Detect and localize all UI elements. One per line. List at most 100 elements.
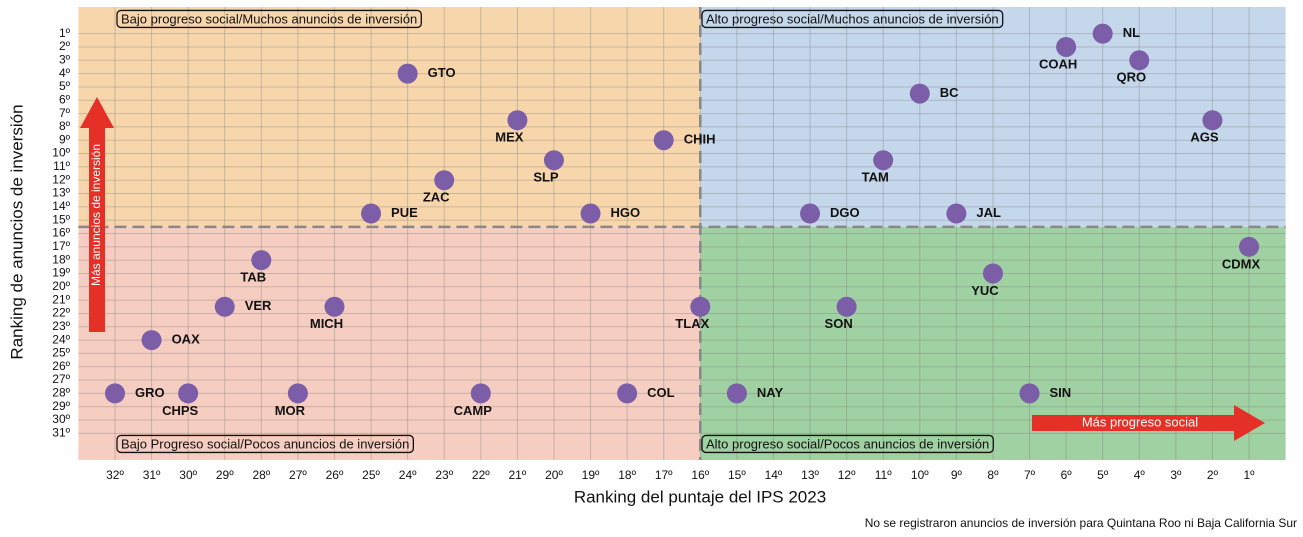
quadrant-label-box [116,434,414,454]
point [1239,236,1260,257]
footnote: No se registraron anuncios de inversión … [865,516,1297,530]
y-tick-label: 13º [52,186,70,200]
x-tick-label: 11º [875,468,892,482]
point-label: TLAX [675,316,709,331]
quadrant-label-box [701,9,1004,29]
y-tick-label: 9º [59,132,71,146]
x-tick-label: 28º [252,468,270,482]
y-tick-label: 11º [53,159,70,173]
point-label: CHPS [162,403,198,418]
y-tick-label: 24º [52,332,70,346]
y-tick-label: 8º [59,119,71,133]
quadrant [78,226,701,460]
x-tick-label: 14º [765,468,783,482]
arrow-label: Más anuncios de inversión [89,144,103,286]
x-tick-label: 5º [1097,468,1109,482]
arrow [1032,405,1265,441]
y-tick-label: 16º [52,226,70,240]
x-tick-label: 15º [728,468,746,482]
point-label: VER [245,298,272,313]
point [1092,23,1113,44]
point-label: MOR [275,403,306,418]
quadrant-label-box [701,434,994,454]
y-tick-label: 30º [52,412,70,426]
y-tick-label: 10º [52,146,70,160]
grid [78,7,1286,460]
point [690,296,711,317]
point-label: GRO [135,385,165,400]
x-tick-label: 21º [509,468,527,482]
point [287,383,308,404]
x-tick-label: 3º [1170,468,1182,482]
point [434,170,455,191]
x-tick-label: 10º [911,468,929,482]
y-tick-label: 31º [52,426,70,440]
point-label: GTO [428,65,456,80]
point-label: COAH [1039,56,1077,71]
point [214,296,235,317]
x-tick-label: 8º [987,468,999,482]
x-tick-label: 1º [1243,468,1255,482]
point-label: TAB [240,270,266,285]
quadrant [700,7,1286,227]
x-tick-label: 4º [1134,468,1146,482]
point-label: SIN [1050,385,1072,400]
point-label: AGS [1190,130,1219,145]
x-tick-label: 6º [1061,468,1073,482]
point-label: CAMP [454,403,493,418]
quadrant-label: Alto progreso social/Muchos anuncios de … [706,11,999,26]
point [580,203,601,224]
plot-foreground: Bajo progreso social/Muchos anuncios de … [78,7,1286,460]
x-tick-label: 17º [655,468,673,482]
point [543,150,564,171]
x-tick-label: 13º [801,468,819,482]
point-label: CHIH [684,132,716,147]
y-tick-label: 1º [59,26,71,40]
x-tick-label: 9º [951,468,963,482]
y-tick-label: 12º [52,172,70,186]
quadrant-label: Bajo progreso social/Muchos anuncios de … [121,11,417,26]
x-tick-label: 22º [472,468,490,482]
x-tick-label: 20º [545,468,563,482]
y-tick-label: 28º [52,386,70,400]
point [726,383,747,404]
point-label: QRO [1116,70,1146,85]
point-label: SON [825,316,853,331]
y-tick-label: 14º [52,199,70,213]
point [800,203,821,224]
point [873,150,894,171]
x-tick-label: 32º [106,468,124,482]
point [909,83,930,104]
x-tick-label: 30º [179,468,197,482]
x-tick-label: 2º [1207,468,1219,482]
point-label: OAX [172,332,201,347]
point [1129,50,1150,71]
y-tick-label: 2º [59,39,71,53]
point-label: NAY [757,385,784,400]
arrow [80,97,114,332]
point-label: ZAC [423,190,450,205]
y-tick-label: 5º [59,79,71,93]
y-tick-label: 23º [52,319,70,333]
y-axis-title: Ranking de anuncios de inversión [7,104,26,359]
point [324,296,345,317]
y-tick-label: 25º [52,346,70,360]
point-label: DGO [830,205,860,220]
point-label: NL [1123,25,1140,40]
point [507,110,528,131]
arrow-label: Más progreso social [1082,414,1198,429]
point [178,383,199,404]
x-tick-label: 7º [1024,468,1036,482]
quadrant [78,7,701,227]
point [104,383,125,404]
quadrant-label: Alto progreso social/Pocos anuncios de i… [706,436,989,451]
x-tick-label: 31º [143,468,161,482]
point [982,263,1003,284]
point-label: TAM [862,170,889,185]
point [141,330,162,351]
y-tick-label: 3º [59,52,71,66]
x-tick-label: 24º [399,468,417,482]
x-tick-label: 18º [618,468,636,482]
x-tick-label: 25º [362,468,380,482]
